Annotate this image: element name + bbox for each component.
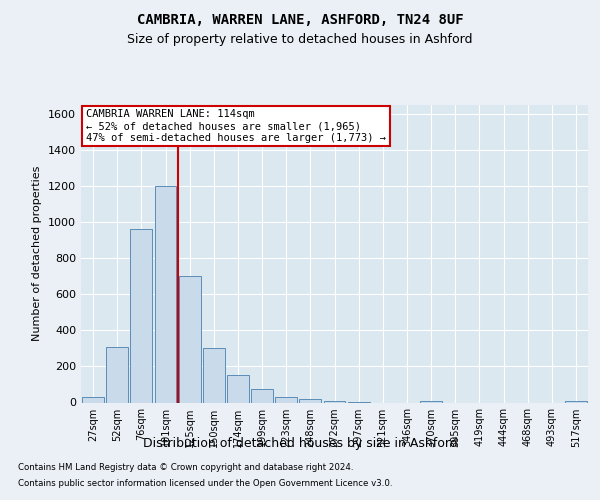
Bar xyxy=(275,397,297,402)
Text: CAMBRIA WARREN LANE: 114sqm
← 52% of detached houses are smaller (1,965)
47% of : CAMBRIA WARREN LANE: 114sqm ← 52% of det… xyxy=(86,110,386,142)
Y-axis label: Number of detached properties: Number of detached properties xyxy=(32,166,43,342)
Bar xyxy=(203,348,224,403)
Bar xyxy=(227,374,249,402)
Bar xyxy=(565,401,587,402)
Bar xyxy=(130,230,152,402)
Bar xyxy=(106,346,128,403)
Text: Distribution of detached houses by size in Ashford: Distribution of detached houses by size … xyxy=(143,438,457,450)
Bar xyxy=(251,389,273,402)
Text: Contains public sector information licensed under the Open Government Licence v3: Contains public sector information licen… xyxy=(18,478,392,488)
Bar xyxy=(179,276,200,402)
Bar xyxy=(323,400,346,402)
Bar xyxy=(420,400,442,402)
Bar xyxy=(155,186,176,402)
Text: Size of property relative to detached houses in Ashford: Size of property relative to detached ho… xyxy=(127,32,473,46)
Text: CAMBRIA, WARREN LANE, ASHFORD, TN24 8UF: CAMBRIA, WARREN LANE, ASHFORD, TN24 8UF xyxy=(137,12,463,26)
Text: Contains HM Land Registry data © Crown copyright and database right 2024.: Contains HM Land Registry data © Crown c… xyxy=(18,464,353,472)
Bar xyxy=(299,399,321,402)
Bar xyxy=(82,398,104,402)
